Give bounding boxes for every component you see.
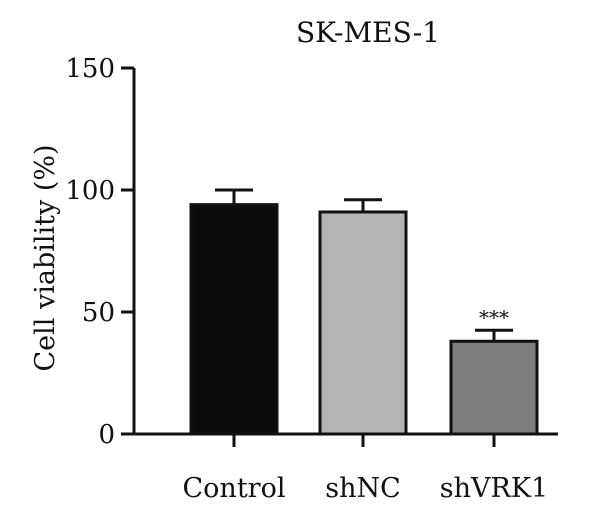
bar-shvrk1 bbox=[449, 339, 539, 436]
significance-marker: *** bbox=[479, 305, 509, 329]
chart-title: SK-MES-1 bbox=[296, 16, 440, 49]
bar-control bbox=[189, 203, 279, 436]
x-tick-label: shVRK1 bbox=[440, 473, 548, 504]
y-tick-label: 50 bbox=[82, 298, 115, 328]
x-tick-label: Control bbox=[183, 473, 286, 504]
y-tick-label: 0 bbox=[98, 420, 115, 450]
x-tick-label: shNC bbox=[325, 473, 401, 504]
bar-shnc bbox=[318, 210, 408, 436]
y-tick-label: 150 bbox=[65, 54, 115, 84]
y-tick-label: 100 bbox=[65, 176, 115, 206]
y-axis-label: Cell viability (%) bbox=[30, 144, 61, 371]
